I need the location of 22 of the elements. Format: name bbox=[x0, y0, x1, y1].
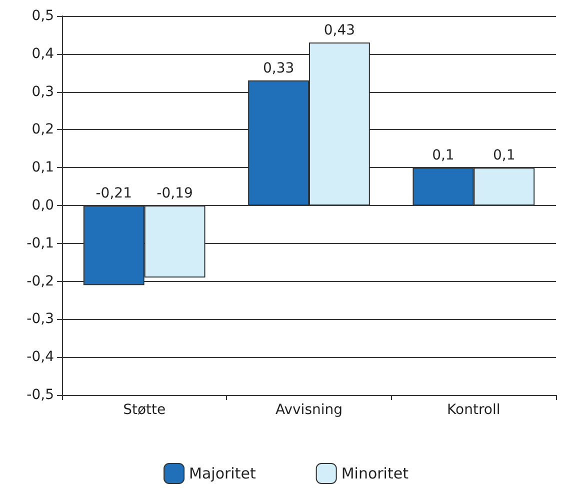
y-tick-label: 0,4 bbox=[32, 46, 54, 62]
y-tick-label: -0,4 bbox=[26, 349, 54, 366]
data-label: -0,19 bbox=[156, 186, 193, 202]
y-tick-label: 0,2 bbox=[32, 122, 54, 138]
legend-label: Minoritet bbox=[341, 464, 409, 482]
x-tick-label: Støtte bbox=[123, 402, 166, 418]
legend-label: Majoritet bbox=[189, 464, 256, 482]
y-tick-label: 0,3 bbox=[32, 84, 54, 100]
data-label: 0,1 bbox=[432, 148, 454, 164]
x-tick-label: Kontroll bbox=[447, 402, 500, 418]
y-tick-label: -0,3 bbox=[26, 311, 54, 328]
data-label: 0,43 bbox=[324, 22, 356, 39]
data-label: 0,1 bbox=[492, 148, 516, 164]
y-tick-label: -0,5 bbox=[26, 387, 54, 403]
y-tick-label: 0,1 bbox=[32, 160, 54, 176]
data-label: -0,21 bbox=[96, 186, 132, 202]
y-tick-label: -0,1 bbox=[26, 235, 54, 252]
y-tick-label: 0,5 bbox=[32, 8, 54, 24]
x-tick-label: Avvisning bbox=[275, 402, 343, 418]
y-tick-label: 0,0 bbox=[32, 198, 54, 214]
y-tick-label: -0,2 bbox=[26, 273, 54, 290]
data-label: 0,33 bbox=[262, 60, 294, 76]
